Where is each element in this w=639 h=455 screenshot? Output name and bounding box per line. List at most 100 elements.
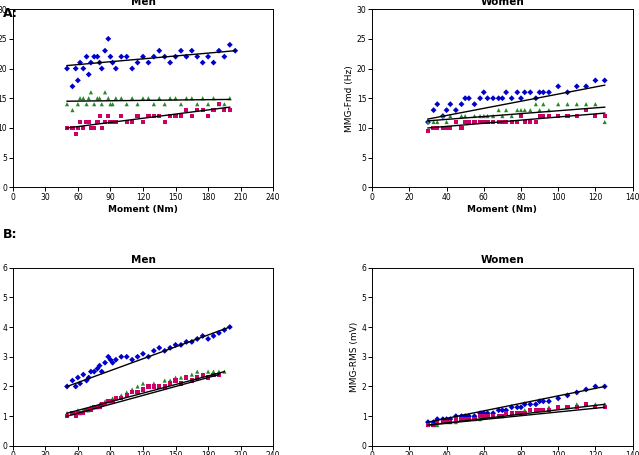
Point <box>103 398 113 405</box>
Point <box>160 377 170 384</box>
Point <box>75 118 85 126</box>
Point <box>534 106 544 114</box>
Point <box>127 356 137 364</box>
Point <box>438 419 448 426</box>
Point <box>531 118 541 126</box>
Point <box>143 95 153 102</box>
Point <box>95 404 105 411</box>
Point <box>475 118 485 126</box>
Point <box>105 118 116 126</box>
Point <box>111 395 121 402</box>
Point <box>84 407 94 414</box>
Point <box>160 383 170 390</box>
Point <box>507 404 517 411</box>
Point <box>438 124 448 131</box>
Point <box>92 95 102 102</box>
Point <box>165 344 175 351</box>
Point <box>493 118 504 126</box>
Point <box>143 353 153 360</box>
Point <box>214 371 224 378</box>
Point <box>590 404 601 411</box>
Point <box>111 356 121 364</box>
Point <box>171 341 181 349</box>
Point <box>488 95 498 102</box>
Point <box>464 413 474 420</box>
Point <box>464 415 474 423</box>
Point <box>127 65 137 72</box>
Point <box>208 59 219 66</box>
Point <box>103 95 113 102</box>
Point <box>497 112 507 120</box>
Point <box>442 124 452 131</box>
Point <box>520 410 530 417</box>
Point <box>89 368 99 375</box>
Y-axis label: MMG-Fmd (Hz): MMG-Fmd (Hz) <box>345 65 354 131</box>
Point <box>171 374 181 381</box>
Point <box>516 112 526 120</box>
Point <box>544 106 554 114</box>
Point <box>429 421 439 429</box>
Point <box>176 112 186 120</box>
Point <box>590 383 601 390</box>
Point <box>225 41 235 48</box>
Point <box>479 410 489 417</box>
Point <box>497 95 507 102</box>
Point <box>423 118 433 126</box>
Point <box>187 47 197 54</box>
Point <box>512 410 523 417</box>
Point <box>534 89 544 96</box>
Point <box>456 415 466 423</box>
Point <box>538 407 548 414</box>
Point <box>456 101 466 108</box>
Point <box>154 47 164 54</box>
Point <box>86 368 96 375</box>
Point <box>107 101 118 108</box>
Point <box>460 415 470 423</box>
Point <box>219 326 229 334</box>
Point <box>116 95 127 102</box>
Point <box>562 404 573 411</box>
Point <box>497 413 507 420</box>
Point <box>84 95 94 102</box>
Point <box>512 106 523 114</box>
Point <box>100 401 110 408</box>
Text: B:: B: <box>3 228 18 241</box>
Point <box>86 124 96 131</box>
Point <box>432 118 442 126</box>
Point <box>187 371 197 378</box>
Point <box>121 389 132 396</box>
Point <box>470 101 480 108</box>
Point <box>105 53 116 60</box>
Point <box>538 89 548 96</box>
Point <box>429 106 439 114</box>
Point <box>493 413 504 420</box>
Point <box>92 53 102 60</box>
Point <box>520 118 530 126</box>
Point <box>460 118 470 126</box>
Point <box>121 118 132 126</box>
Point <box>460 95 470 102</box>
Point <box>475 415 485 423</box>
Point <box>507 95 517 102</box>
Point <box>149 112 159 120</box>
Point <box>103 398 113 405</box>
Point <box>599 404 610 411</box>
Point <box>219 53 229 60</box>
Point <box>96 401 107 408</box>
Point <box>534 112 544 120</box>
Point <box>171 95 181 102</box>
Point <box>479 112 489 120</box>
Point <box>181 374 192 381</box>
Point <box>73 101 83 108</box>
Point <box>516 404 526 411</box>
Point <box>456 124 466 131</box>
Point <box>475 112 485 120</box>
Point <box>525 407 535 414</box>
Point <box>154 344 164 351</box>
Point <box>470 112 480 120</box>
Point <box>572 101 582 108</box>
Point <box>482 118 493 126</box>
Point <box>475 410 485 417</box>
Point <box>520 407 530 414</box>
Point <box>96 65 107 72</box>
